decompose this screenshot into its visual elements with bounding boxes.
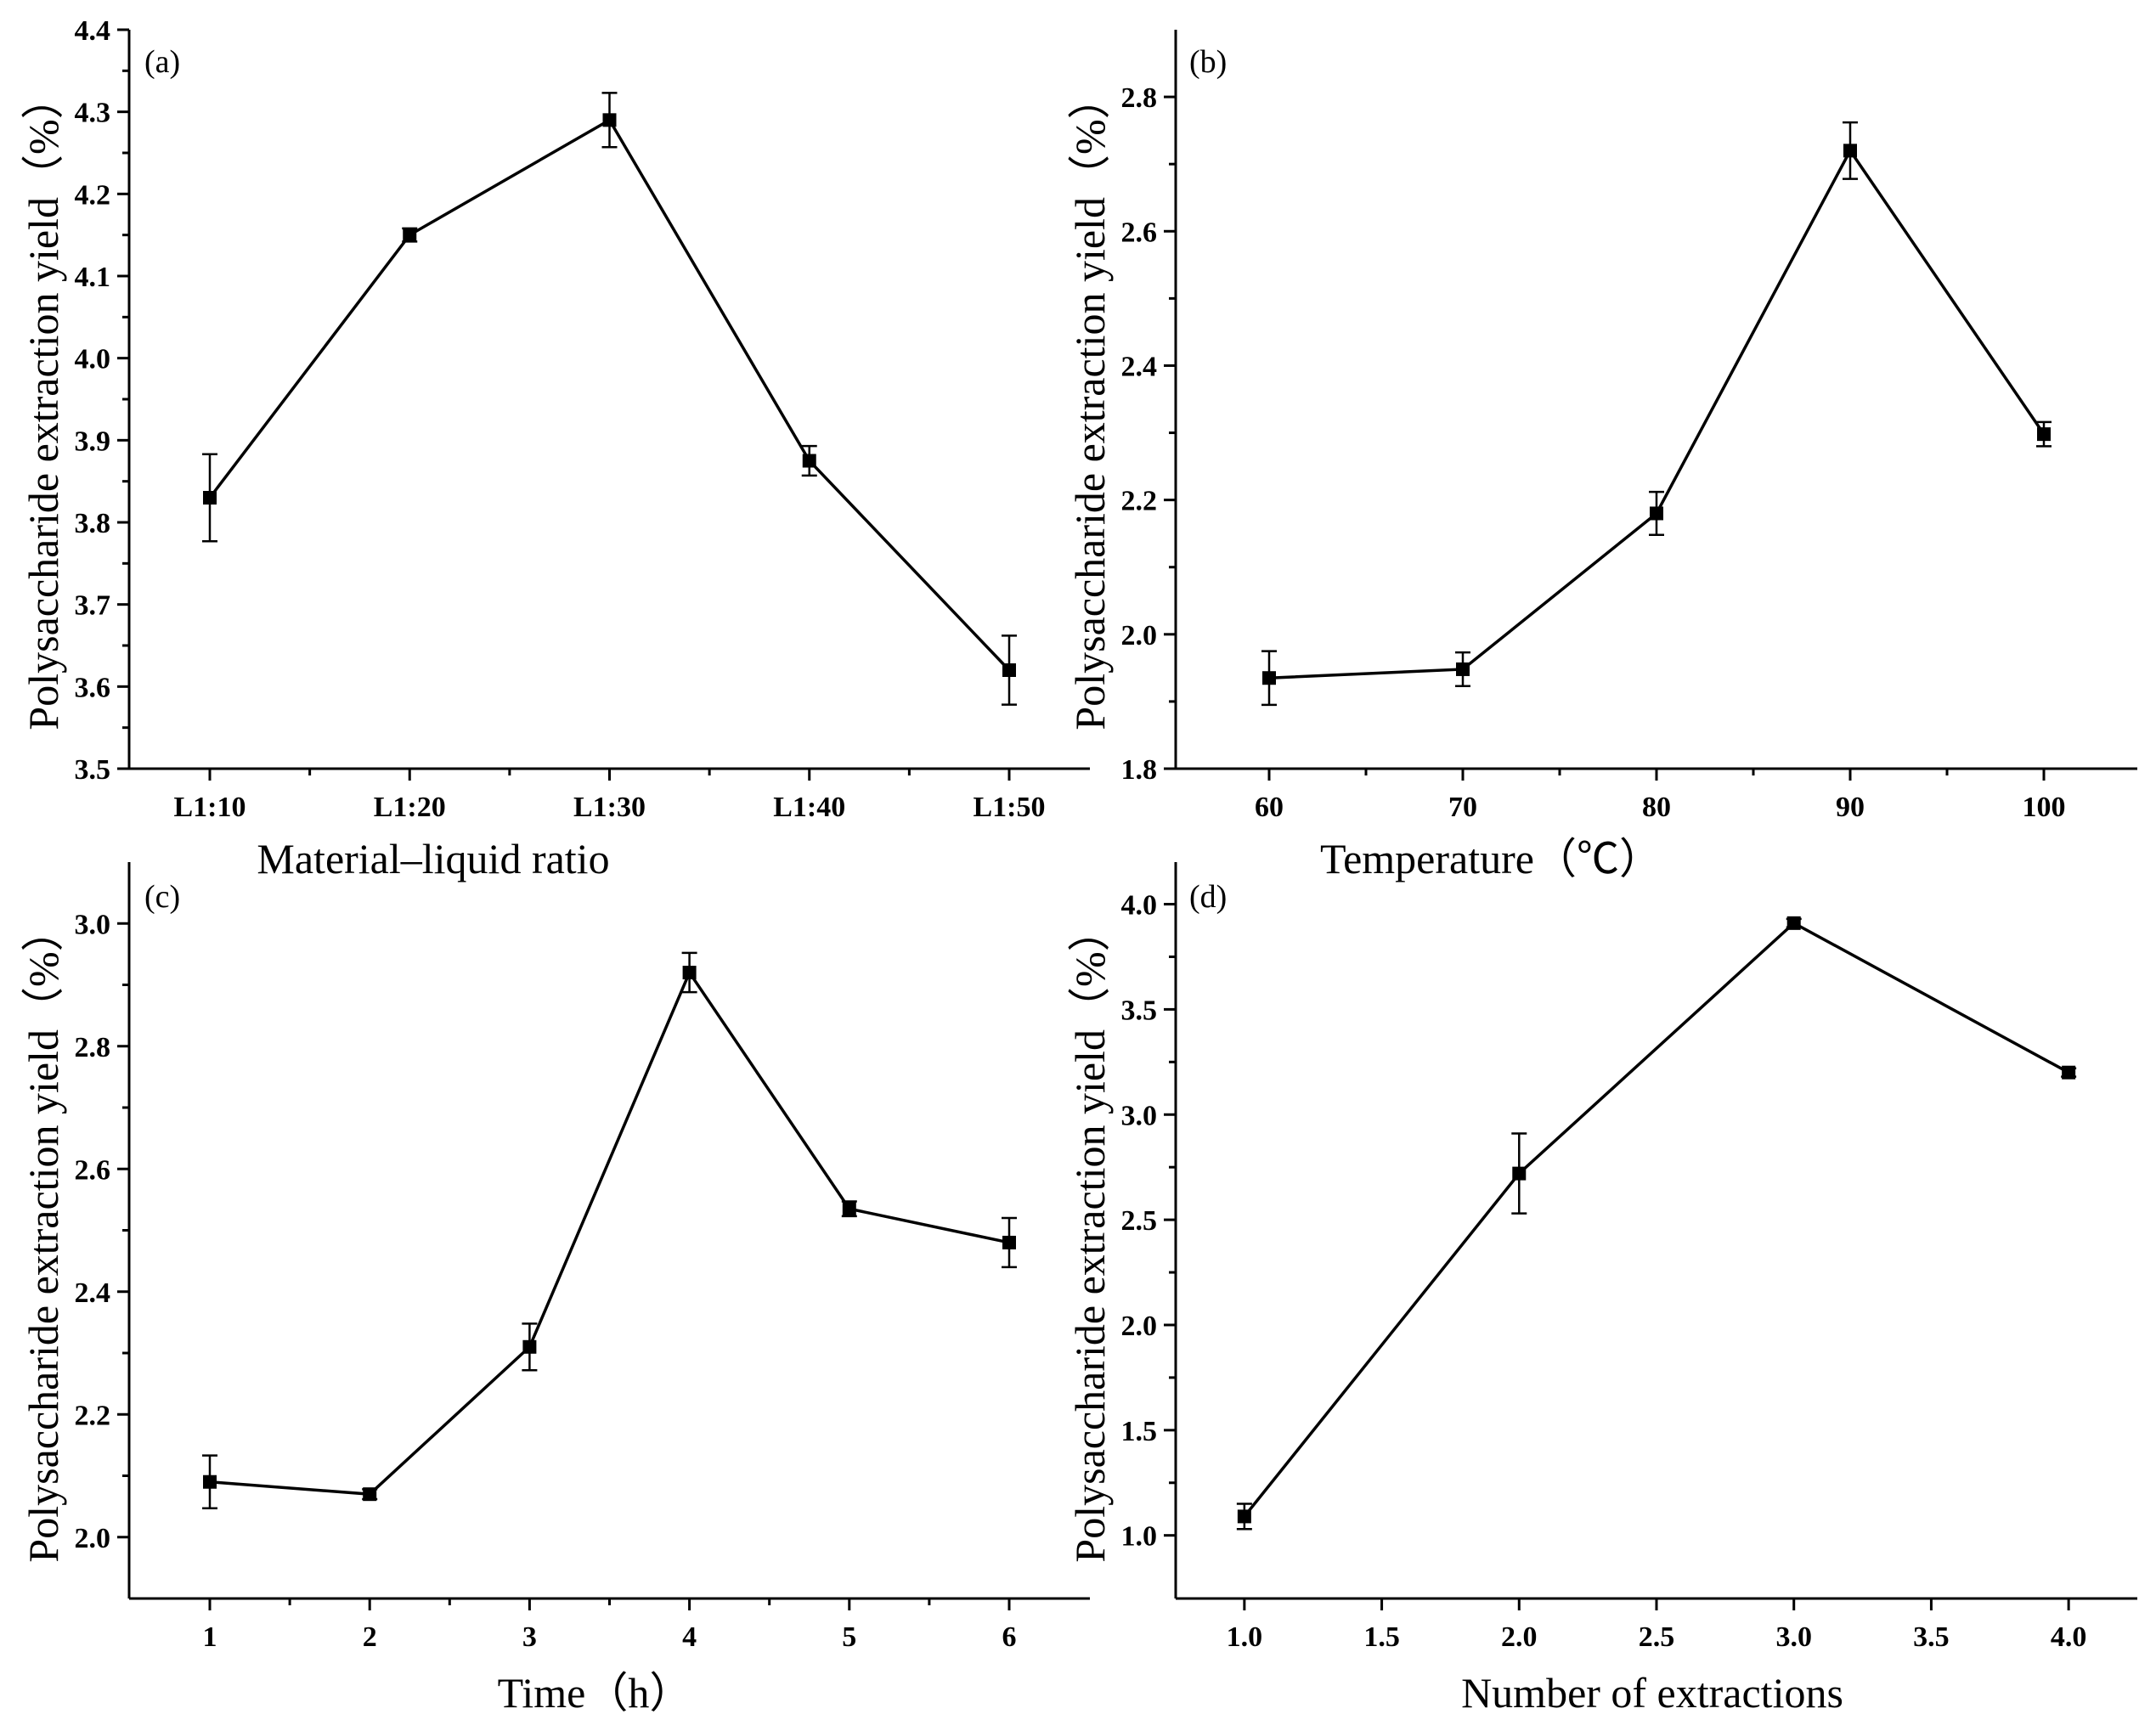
y-tick-label: 2.4	[75, 1277, 111, 1309]
y-tick-label: 2.0	[1121, 1311, 1158, 1342]
y-tick-label: 3.7	[75, 590, 111, 622]
data-point	[203, 491, 217, 505]
y-tick-label: 3.0	[1121, 1100, 1158, 1131]
data-point	[403, 228, 417, 242]
y-tick-label: 1.8	[1121, 754, 1158, 786]
series-line	[1243, 921, 2069, 1518]
y-tick-label: 1.0	[1121, 1521, 1158, 1553]
data-point	[1237, 1509, 1251, 1524]
y-tick-label: 2.0	[75, 1523, 111, 1554]
panel-label: (d)	[1189, 879, 1227, 915]
x-tick-label: 1.0	[1227, 1621, 1263, 1653]
y-tick-label: 4.0	[75, 344, 111, 375]
y-tick-label: 3.6	[75, 672, 111, 703]
x-tick-label: 2.0	[1501, 1621, 1538, 1653]
x-tick-label: 70	[1448, 792, 1477, 823]
y-tick-label: 2.2	[75, 1400, 111, 1431]
x-tick-label: 90	[1836, 792, 1865, 823]
x-axis-title: Time（h）	[498, 1669, 692, 1717]
y-tick-label: 2.6	[75, 1154, 111, 1186]
y-axis-title: Polysaccharide extraction yield（%）	[1066, 909, 1114, 1562]
y-tick-label: 2.8	[1121, 82, 1158, 114]
x-tick-label: L1:20	[374, 792, 446, 823]
x-tick-label: 1.5	[1363, 1621, 1400, 1653]
panel-a: (a) Material–liquid ratio Polysaccharide…	[20, 15, 1090, 882]
x-tick-label: 2.5	[1639, 1621, 1675, 1653]
y-tick-label: 4.2	[75, 179, 111, 211]
y-tick-label: 2.5	[1121, 1205, 1158, 1237]
y-tick-label: 3.9	[75, 426, 111, 457]
x-tick-label: 4.0	[2051, 1621, 2087, 1653]
series-line	[209, 969, 1010, 1496]
panel-label: (a)	[144, 44, 180, 80]
panel-b: (b) Temperature（℃） Polysaccharide extrac…	[1066, 30, 2137, 882]
data-point	[2037, 427, 2051, 442]
y-tick-label: 2.8	[75, 1032, 111, 1063]
x-tick-label: 3	[522, 1621, 537, 1653]
x-tick-label: 6	[1002, 1621, 1017, 1653]
y-axis-title: Polysaccharide extraction yield（%）	[20, 909, 67, 1562]
y-tick-label: 1.5	[1121, 1416, 1158, 1447]
x-tick-label: 100	[2023, 792, 2066, 823]
y-tick-label: 4.4	[75, 15, 111, 47]
x-tick-label: 5	[842, 1621, 856, 1653]
y-tick-label: 4.0	[1121, 890, 1158, 922]
x-tick-label: 3.5	[1913, 1621, 1950, 1653]
x-tick-label: L1:30	[573, 792, 646, 823]
x-tick-label: 4	[682, 1621, 697, 1653]
panel-c: (c) Time（h） Polysaccharide extraction yi…	[20, 862, 1090, 1717]
y-tick-label: 2.4	[1121, 351, 1158, 382]
data-point	[203, 1474, 217, 1489]
y-tick-label: 4.1	[75, 262, 111, 293]
y-tick-label: 3.5	[1121, 995, 1158, 1026]
data-point	[522, 1339, 537, 1354]
y-tick-label: 4.3	[75, 98, 111, 129]
x-tick-label: 60	[1255, 792, 1284, 823]
y-tick-label: 3.0	[75, 909, 111, 940]
y-tick-label: 2.2	[1121, 486, 1158, 517]
data-point	[602, 113, 617, 127]
y-tick-label: 3.5	[75, 754, 111, 786]
x-tick-label: 2	[363, 1621, 377, 1653]
y-axis-title: Polysaccharide extraction yield（%）	[20, 76, 67, 730]
x-tick-label: L1:50	[974, 792, 1046, 823]
data-point	[1650, 506, 1663, 521]
data-point	[363, 1487, 377, 1502]
x-tick-label: L1:40	[773, 792, 845, 823]
data-point	[1456, 662, 1470, 676]
panel-label: (b)	[1189, 44, 1227, 80]
x-tick-label: 3.0	[1775, 1621, 1812, 1653]
x-axis-title: Material–liquid ratio	[257, 835, 609, 882]
data-point	[842, 1202, 856, 1216]
x-tick-label: 1	[203, 1621, 217, 1653]
x-axis-title: Temperature（℃）	[1320, 835, 1662, 882]
data-point	[1786, 916, 1801, 930]
x-axis-title: Number of extractions	[1461, 1669, 1843, 1717]
y-tick-label: 2.6	[1121, 217, 1158, 248]
y-axis-title: Polysaccharide extraction yield（%）	[1066, 76, 1114, 730]
panel-d: (d) Number of extractions Polysaccharide…	[1066, 862, 2137, 1717]
data-point	[1002, 1235, 1016, 1249]
data-point	[802, 454, 816, 468]
x-tick-label: L1:10	[174, 792, 246, 823]
y-tick-label: 2.0	[1121, 620, 1158, 651]
data-point	[682, 966, 697, 980]
x-tick-label: 80	[1642, 792, 1671, 823]
data-point	[1512, 1166, 1527, 1181]
data-point	[2062, 1065, 2076, 1080]
panel-label: (c)	[144, 879, 180, 915]
data-point	[1002, 663, 1016, 677]
y-tick-label: 3.8	[75, 508, 111, 539]
data-point	[1262, 671, 1276, 685]
data-point	[1843, 144, 1857, 158]
